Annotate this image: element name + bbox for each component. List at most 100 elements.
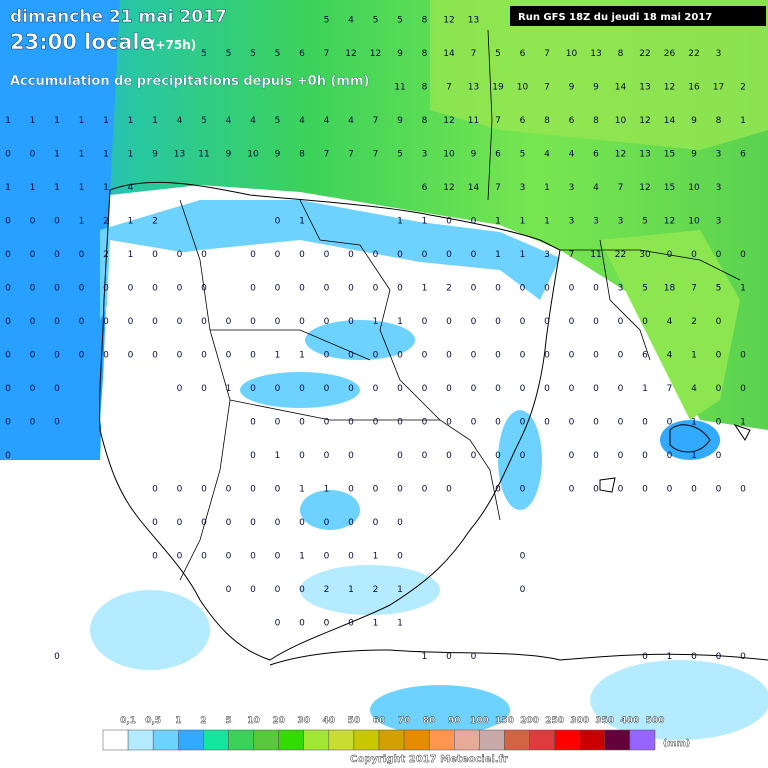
grid-value: 0	[177, 250, 183, 260]
grid-value: 22	[688, 49, 699, 59]
grid-value: 7	[373, 116, 379, 126]
grid-value: 0	[226, 585, 232, 595]
forecast-lead: (+75h)	[150, 38, 196, 52]
grid-value: 1	[422, 652, 428, 662]
grid-value: 0	[299, 317, 305, 327]
grid-value: 0	[275, 250, 281, 260]
grid-value: 4	[324, 116, 330, 126]
grid-value: 0	[54, 418, 60, 428]
grid-value: 8	[618, 49, 624, 59]
grid-value: 5	[226, 49, 232, 59]
grid-value: 0	[54, 284, 60, 294]
grid-value: 0	[667, 418, 673, 428]
grid-value: 0	[471, 418, 477, 428]
grid-value: 0	[544, 284, 550, 294]
grid-value: 0	[495, 418, 501, 428]
grid-value: 0	[397, 552, 403, 562]
grid-value: 5	[250, 49, 256, 59]
grid-value: 1	[324, 485, 330, 495]
grid-value: 3	[569, 183, 575, 193]
grid-value: 0	[422, 485, 428, 495]
grid-value: 3	[520, 183, 526, 193]
grid-value: 0	[128, 317, 134, 327]
precip-blob	[370, 685, 510, 735]
legend-swatch	[529, 729, 555, 751]
legend-label: 1	[175, 716, 181, 726]
grid-value: 0	[5, 451, 11, 461]
legend-label: 300	[570, 716, 589, 726]
grid-value: 0	[691, 652, 697, 662]
legend-swatch	[253, 729, 279, 751]
grid-value: 1	[642, 384, 648, 394]
grid-value: 0	[250, 418, 256, 428]
grid-value: 7	[446, 83, 452, 93]
grid-value: 4	[226, 116, 232, 126]
grid-value: 0	[348, 418, 354, 428]
grid-value: 5	[201, 116, 207, 126]
grid-value: 0	[275, 585, 281, 595]
grid-value: 14	[664, 116, 676, 126]
grid-value: 5	[397, 150, 403, 160]
grid-value: 15	[664, 150, 675, 160]
grid-value: 0	[275, 619, 281, 629]
grid-value: 1	[373, 317, 379, 327]
precip-blob	[300, 565, 440, 615]
grid-value: 0	[618, 351, 624, 361]
grid-value: 0	[446, 217, 452, 227]
run-info: Run GFS 18Z du jeudi 18 mai 2017	[518, 12, 712, 23]
precip-blob	[498, 410, 542, 510]
legend-label: 60	[373, 716, 386, 726]
legend-label: 2	[200, 716, 206, 726]
grid-value: 0	[348, 451, 354, 461]
precip-blob	[300, 490, 360, 530]
grid-value: 1	[79, 150, 85, 160]
grid-value: 0	[5, 418, 11, 428]
grid-value: 2	[103, 217, 109, 227]
grid-value: 8	[422, 16, 428, 26]
legend-swatch	[127, 729, 154, 751]
grid-value: 0	[5, 217, 11, 227]
grid-value: 0	[691, 250, 697, 260]
grid-value: 0	[324, 250, 330, 260]
grid-value: 0	[642, 317, 648, 327]
grid-value: 0	[324, 619, 330, 629]
grid-value: 0	[716, 384, 722, 394]
grid-value: 0	[299, 284, 305, 294]
legend-label: 150	[495, 716, 514, 726]
grid-value: 10	[247, 150, 259, 160]
grid-value: 5	[642, 217, 648, 227]
iberia-land	[100, 240, 545, 660]
legend-swatch	[403, 729, 430, 751]
grid-value: 0	[103, 284, 109, 294]
grid-value: 7	[495, 116, 501, 126]
grid-value: 1	[30, 116, 36, 126]
grid-value: 0	[177, 284, 183, 294]
grid-value: 14	[443, 49, 455, 59]
grid-value: 0	[373, 250, 379, 260]
grid-value: 7	[544, 49, 550, 59]
grid-value: 12	[443, 16, 454, 26]
legend-label: 0,5	[145, 716, 161, 726]
grid-value: 2	[446, 284, 452, 294]
grid-value: 9	[397, 116, 403, 126]
grid-value: 0	[79, 284, 85, 294]
grid-value: 0	[716, 652, 722, 662]
grid-value: 1	[348, 585, 354, 595]
grid-value: 9	[691, 150, 697, 160]
legend-swatch	[178, 729, 204, 751]
grid-value: 9	[569, 83, 575, 93]
grid-value: 0	[79, 250, 85, 260]
grid-value: 1	[54, 150, 60, 160]
grid-value: 0	[201, 250, 207, 260]
grid-value: 0	[152, 552, 158, 562]
grid-value: 0	[740, 384, 746, 394]
grid-value: 1	[299, 485, 305, 495]
grid-value: 1	[299, 217, 305, 227]
legend-swatch	[579, 729, 606, 751]
grid-value: 0	[226, 351, 232, 361]
grid-value: 13	[468, 83, 479, 93]
grid-value: 0	[593, 451, 599, 461]
grid-value: 0	[128, 284, 134, 294]
grid-value: 1	[5, 116, 11, 126]
grid-value: 0	[593, 485, 599, 495]
